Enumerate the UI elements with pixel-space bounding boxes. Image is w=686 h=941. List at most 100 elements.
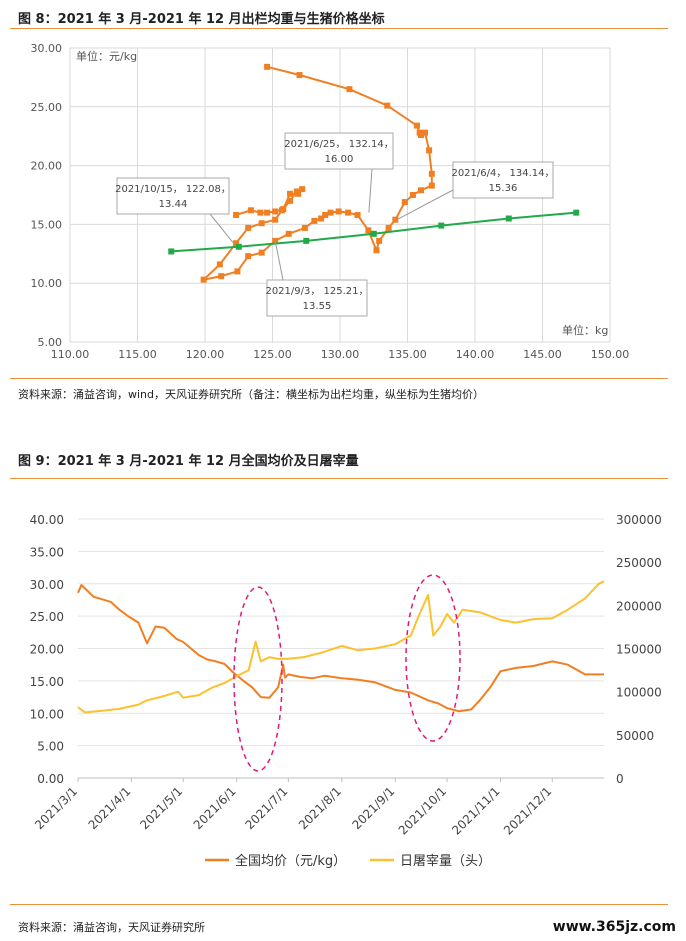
data-point — [234, 268, 241, 275]
y2-tick-label: 200000 — [616, 599, 662, 613]
data-point — [287, 197, 294, 204]
annotation-text: 2021/10/15， 122.08， — [115, 184, 231, 195]
data-point — [335, 208, 342, 215]
y-tick-label: 10.00 — [30, 707, 64, 721]
figure8-title: 图 8：2021 年 3 月-2021 年 12 月出栏均重与生猪价格坐标 — [18, 12, 385, 27]
x-tick-label: 140.00 — [456, 348, 495, 361]
y-tick-label: 15.00 — [31, 218, 63, 231]
y-tick-label: 10.00 — [31, 277, 63, 290]
y-tick-label: 30.00 — [30, 578, 64, 592]
x-tick-label: 2021/6/1 — [191, 784, 239, 832]
annotation-text: 2021/6/25， 132.14， — [284, 139, 393, 150]
annotation-box — [452, 161, 554, 199]
y2-tick-label: 250000 — [616, 556, 662, 570]
data-point — [247, 207, 254, 214]
x-tick-label: 2021/11/1 — [449, 784, 502, 837]
data-point — [426, 147, 433, 154]
x-tick-label: 110.00 — [51, 348, 90, 361]
data-point — [418, 132, 424, 139]
x-tick-label: 2021/8/1 — [296, 784, 344, 832]
figure9-title-rule — [10, 478, 668, 479]
data-point — [413, 122, 420, 129]
data-point — [422, 129, 429, 136]
y-tick-label: 30.00 — [31, 42, 63, 55]
data-point — [322, 211, 329, 218]
data-point — [384, 102, 391, 109]
annotation-text: 2021/9/3， 125.21， — [265, 286, 368, 297]
annotation-text: 2021/6/4， 134.14， — [451, 168, 554, 179]
annotation-box — [116, 177, 230, 215]
x-tick-label: 2021/4/1 — [86, 784, 134, 832]
data-point — [301, 224, 308, 231]
data-point — [428, 182, 435, 189]
legend-label: 日屠宰量（头） — [400, 853, 491, 869]
data-point — [296, 72, 303, 79]
x-tick-label: 150.00 — [591, 348, 630, 361]
x-tick-label: 2021/12/1 — [501, 784, 554, 837]
figure9-title: 图 9：2021 年 3 月-2021 年 12 月全国均价及日屠宰量 — [18, 454, 359, 469]
data-point — [409, 192, 416, 198]
y-tick-label: 20.00 — [31, 160, 63, 173]
x-tick-label: 2021/9/1 — [349, 784, 397, 832]
annotation-leader — [368, 168, 373, 213]
data-point — [235, 243, 242, 250]
x-tick-label: 125.00 — [253, 348, 292, 361]
data-point — [428, 170, 435, 177]
data-point — [385, 224, 392, 231]
y2-tick-label: 100000 — [616, 686, 662, 700]
data-point — [272, 208, 279, 215]
data-point — [418, 187, 424, 194]
x-tick-label: 2021/10/1 — [396, 784, 449, 837]
data-point — [401, 199, 408, 206]
annotation-leader — [395, 189, 454, 221]
data-point — [295, 190, 302, 197]
annotation-leader — [209, 213, 234, 244]
data-point — [438, 222, 445, 229]
figure9-chart: 0.00 5.00 10.00 15.00 20.00 25.00 30.00 35.00 40… — [30, 513, 662, 869]
highlight-ellipse — [233, 586, 283, 772]
data-point — [299, 186, 306, 193]
figure8-title-rule — [10, 28, 668, 29]
annotation-box — [284, 132, 394, 170]
data-point — [233, 211, 240, 218]
y-tick-label: 25.00 — [30, 610, 64, 624]
data-point — [245, 253, 252, 260]
data-point — [264, 63, 271, 70]
data-point — [365, 227, 372, 234]
x-tick-label: 135.00 — [388, 348, 427, 361]
data-point — [303, 237, 310, 244]
series-line-orange — [77, 584, 604, 713]
figure9-bottom-rule — [10, 904, 668, 905]
data-point — [258, 220, 265, 227]
x-tick-label: 145.00 — [523, 348, 562, 361]
data-point — [346, 86, 353, 93]
data-point — [354, 211, 361, 218]
y-tick-label: 40.00 — [30, 513, 64, 527]
data-point — [373, 247, 380, 254]
data-point — [245, 224, 252, 231]
data-point — [200, 276, 207, 283]
data-point — [327, 209, 334, 216]
y2-tick-label: 50000 — [616, 729, 654, 743]
figure8-chart: 110.00 115.00 120.00 125.00 130.00 135.00 140.… — [31, 42, 630, 361]
annotation-leader — [274, 241, 284, 281]
figure8-source: 资料来源：涌益咨询，wind，天风证券研究所（备注：横坐标为出栏均重，纵坐标为生… — [18, 388, 485, 401]
y-tick-label: 20.00 — [30, 643, 64, 657]
y-tick-label: 5.00 — [38, 336, 63, 349]
figure8-bottom-rule — [10, 378, 668, 379]
x-tick-label: 2021/5/1 — [137, 784, 185, 832]
data-point — [573, 209, 580, 216]
annotation-text: 13.55 — [303, 301, 332, 312]
data-point — [287, 190, 294, 197]
data-point — [264, 209, 271, 216]
data-point — [370, 230, 377, 237]
figure9-source: 资料来源：涌益咨询，天风证券研究所 — [18, 921, 205, 934]
x-tick-label: 130.00 — [321, 348, 360, 361]
data-point — [218, 273, 225, 280]
data-point — [376, 237, 383, 244]
annotation-text: 13.44 — [159, 199, 188, 210]
x-tick-label: 120.00 — [186, 348, 225, 361]
x-tick-label: 115.00 — [118, 348, 157, 361]
y-tick-label: 5.00 — [37, 740, 64, 754]
annotation-text: 16.00 — [325, 154, 354, 165]
